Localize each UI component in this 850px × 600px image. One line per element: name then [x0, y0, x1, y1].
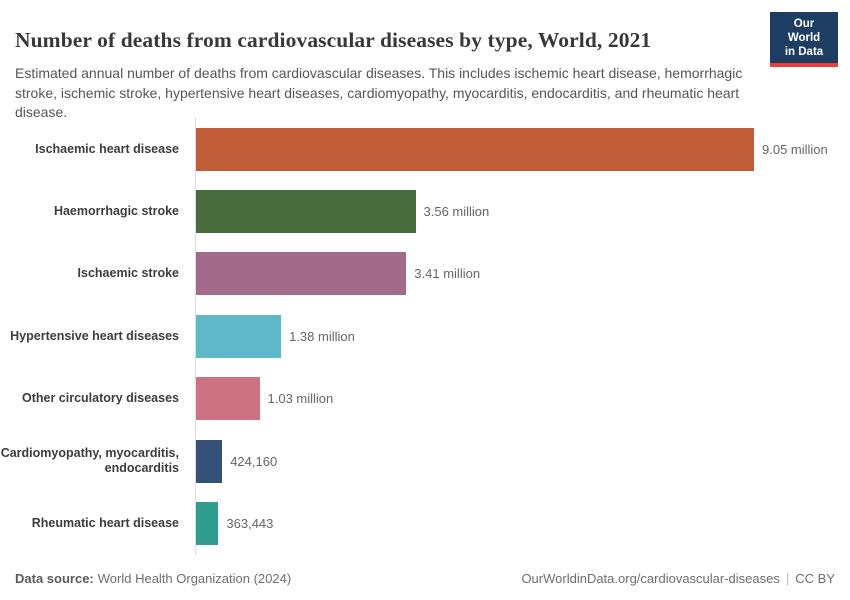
bar-row: Haemorrhagic stroke 3.56 million — [0, 180, 850, 242]
chart-title: Number of deaths from cardiovascular dis… — [15, 28, 652, 53]
bar[interactable] — [196, 314, 282, 358]
bar-value-label: 424,160 — [230, 453, 278, 469]
bar-value-label: 9.05 million — [762, 141, 828, 157]
owid-url-link[interactable]: OurWorldinData.org/cardiovascular-diseas… — [521, 571, 780, 586]
bar[interactable] — [196, 439, 223, 483]
chart-subtitle: Estimated annual number of deaths from c… — [15, 65, 743, 120]
bar-value-label: 1.38 million — [289, 328, 355, 344]
bar-category-label: Ischaemic heart disease — [35, 141, 179, 156]
data-source-label: Data source: — [15, 571, 94, 586]
bar-row: Hypertensive heart diseases 1.38 million — [0, 305, 850, 367]
bar[interactable] — [196, 502, 219, 546]
bar-value-label: 3.41 million — [414, 266, 481, 282]
bar-row: Other circulatory diseases 1.03 million — [0, 368, 850, 430]
bar-value-label: 1.03 million — [267, 391, 334, 407]
bar-row: Ischaemic stroke 3.41 million — [0, 243, 850, 305]
bar-category-label: Hypertensive heart diseases — [10, 328, 179, 343]
bar-value-label: 3.56 million — [423, 204, 490, 220]
license-label[interactable]: CC BY — [795, 571, 835, 586]
data-source-value: World Health Organization (2024) — [97, 571, 292, 586]
footer-separator: | — [785, 571, 790, 586]
bar[interactable] — [196, 252, 407, 296]
owid-logo[interactable]: Our World in Data — [770, 12, 838, 67]
owid-logo-line1: Our World — [787, 18, 821, 44]
footer-credits: OurWorldinData.org/cardiovascular-diseas… — [521, 571, 835, 586]
bar-row: Ischaemic heart disease 9.05 million — [0, 118, 850, 180]
bar-chart: Ischaemic heart disease 9.05 million Haemo… — [0, 118, 850, 555]
data-source: Data source: World Health Organization (2… — [15, 571, 291, 586]
owid-logo-line2: in Data — [784, 46, 824, 58]
bar-category-label: Ischaemic stroke — [77, 266, 179, 281]
bar[interactable] — [196, 190, 416, 234]
bar[interactable] — [196, 377, 260, 421]
bar-row: Cardiomyopathy, myocarditis, endocarditi… — [0, 430, 850, 492]
bar-category-label: Other circulatory diseases — [21, 391, 179, 406]
chart-footer: Data source: World Health Organization (2… — [15, 571, 835, 586]
bar-category-label: Haemorrhagic stroke — [53, 204, 179, 219]
bar-category-label: Rheumatic heart disease — [31, 516, 179, 531]
y-axis-line — [195, 118, 196, 555]
bar-category-label: Cardiomyopathy, myocarditis, endocarditi… — [0, 446, 179, 476]
bar[interactable] — [196, 127, 754, 171]
bar-value-label: 363,443 — [226, 516, 274, 532]
bar-row: Rheumatic heart disease 363,443 — [0, 492, 850, 554]
